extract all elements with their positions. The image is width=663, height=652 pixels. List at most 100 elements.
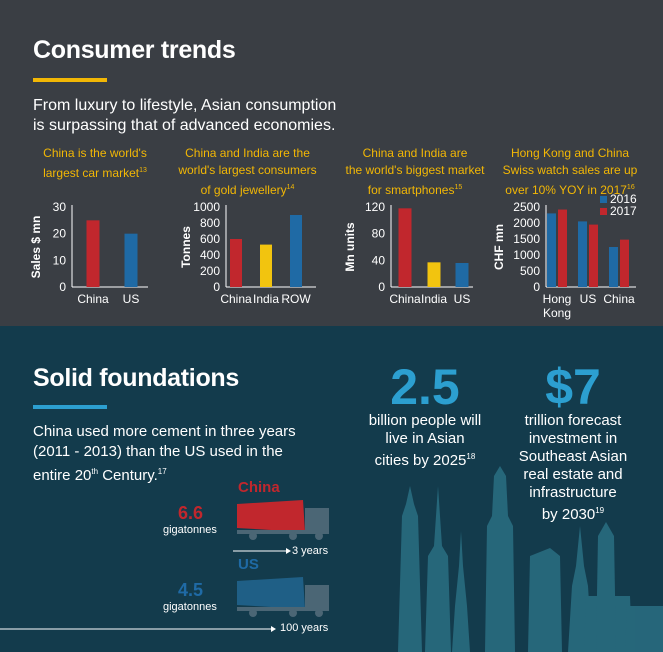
x-tick-label: India	[421, 292, 447, 306]
legend-swatch-2017	[600, 208, 607, 215]
bar-india	[427, 262, 441, 287]
x-tick-label: India	[253, 292, 279, 306]
investment-caption: trillion forecast investment in Southeas…	[498, 412, 648, 524]
caption-line: Swiss watch sales are up	[502, 163, 638, 177]
bar-2017	[620, 239, 629, 287]
lead-line: From luxury to lifestyle, Asian consumpt…	[33, 97, 337, 114]
us-cement-unit: gigatonnes	[163, 601, 217, 613]
y-tick-label: 30	[53, 200, 67, 214]
china-cement-value: 6.6	[178, 503, 204, 523]
x-tick-label: China	[220, 292, 252, 306]
china-timeline-arrow	[233, 548, 291, 554]
us-timeline-label: 100 years	[280, 622, 329, 634]
y-axis-label: Sales $ mn	[29, 216, 43, 279]
y-tick-label: 1500	[513, 232, 540, 246]
y-tick-label: 400	[200, 248, 220, 262]
us-cement-value: 4.5	[178, 580, 204, 600]
x-tick-label: Kong	[543, 306, 571, 320]
caption-line: real estate and	[523, 466, 623, 483]
lead-line: is surpassing that of advanced economies…	[33, 117, 336, 134]
bar-2016	[609, 247, 618, 287]
bar-us	[455, 263, 469, 287]
caption-line: cities by 202518	[374, 452, 476, 469]
title-underline	[33, 78, 107, 82]
lead-line: entire 20th Century.17	[33, 467, 167, 484]
caption-line: trillion forecast	[524, 412, 622, 429]
y-tick-label: 0	[378, 280, 385, 294]
caption-swiss-watch: Hong Kong and China Swiss watch sales ar…	[495, 145, 645, 199]
x-tick-label: US	[123, 292, 140, 306]
caption-line: investment in	[528, 430, 618, 447]
x-tick-label: China	[603, 292, 635, 306]
caption-smartphones: China and India are the world's biggest …	[335, 145, 495, 199]
solid-foundations-title: Solid foundations	[33, 364, 239, 392]
y-tick-label: 2000	[513, 216, 540, 230]
y-tick-label: 40	[372, 253, 386, 267]
bar-india	[260, 244, 272, 287]
urban-population-caption: billion people will live in Asian cities…	[345, 412, 505, 470]
urban-population-stat: 2.5	[390, 359, 460, 415]
y-tick-label: 10	[53, 253, 67, 267]
y-tick-label: 1000	[513, 248, 540, 262]
caption-car-market: China is the world's largest car market1…	[20, 145, 170, 182]
bar-2017	[589, 224, 598, 287]
china-cement-unit: gigatonnes	[163, 524, 217, 536]
us-timeline-arrow	[0, 626, 276, 632]
bar-row	[290, 215, 302, 287]
caption-line: for smartphones15	[367, 183, 463, 197]
y-tick-label: 0	[213, 280, 220, 294]
lead-line: (2011 - 2013) than the US used in the	[33, 443, 283, 460]
consumer-trends-title: Consumer trends	[33, 36, 236, 64]
caption-line: live in Asian	[385, 430, 465, 447]
bar-2017	[558, 209, 567, 287]
y-tick-label: 800	[200, 216, 220, 230]
caption-line: China and India are	[362, 146, 468, 160]
investment-stat: $7	[545, 359, 601, 415]
bar-china	[86, 220, 100, 287]
y-tick-label: 80	[372, 227, 386, 241]
x-tick-label: China	[77, 292, 109, 306]
caption-line: over 10% YOY in 201716	[505, 183, 635, 197]
caption-line: of gold jewellery14	[200, 183, 295, 197]
lead-line: China used more cement in three years	[33, 423, 296, 440]
china-timeline-label: 3 years	[292, 545, 329, 557]
x-tick-label: Hong	[543, 292, 572, 306]
bar-2016	[578, 221, 587, 287]
y-tick-label: 0	[59, 280, 66, 294]
caption-line: China and India are the	[185, 146, 310, 160]
bar-2016	[547, 213, 556, 287]
y-axis-label: CHF mn	[492, 224, 506, 270]
solid-foundations-section	[0, 326, 663, 652]
caption-line: China is the world's	[43, 146, 147, 160]
legend-label: 2017	[610, 204, 637, 218]
caption-line: world's largest consumers	[178, 163, 317, 177]
y-tick-label: 20	[53, 227, 67, 241]
caption-line: by 203019	[541, 506, 605, 523]
city-skyline-illustration	[398, 466, 663, 652]
legend-label: 2016	[610, 192, 637, 206]
caption-line: billion people will	[368, 412, 482, 429]
x-tick-label: ROW	[281, 292, 311, 306]
y-tick-label: 0	[533, 280, 540, 294]
caption-line: Southeast Asian	[518, 448, 628, 465]
x-tick-label: China	[389, 292, 421, 306]
caption-line: infrastructure	[529, 484, 617, 501]
x-tick-label: US	[580, 292, 597, 306]
y-tick-label: 1000	[193, 200, 220, 214]
y-tick-label: 2500	[513, 200, 540, 214]
y-tick-label: 500	[520, 264, 540, 278]
china-cement-label: China	[238, 479, 280, 496]
bar-china	[230, 239, 242, 287]
caption-line: the world's biggest market	[345, 163, 485, 177]
cement-lead-text: China used more cement in three years (2…	[33, 422, 296, 486]
title-underline	[33, 405, 107, 409]
y-tick-label: 600	[200, 232, 220, 246]
caption-gold-jewellery: China and India are the world's largest …	[170, 145, 325, 199]
us-cement-label: US	[238, 556, 259, 573]
us-cement-truck-icon	[237, 577, 329, 617]
x-tick-label: US	[454, 292, 471, 306]
caption-line: Hong Kong and China	[510, 146, 630, 160]
y-axis-label: Mn units	[343, 222, 357, 272]
caption-line: largest car market13	[43, 166, 147, 180]
